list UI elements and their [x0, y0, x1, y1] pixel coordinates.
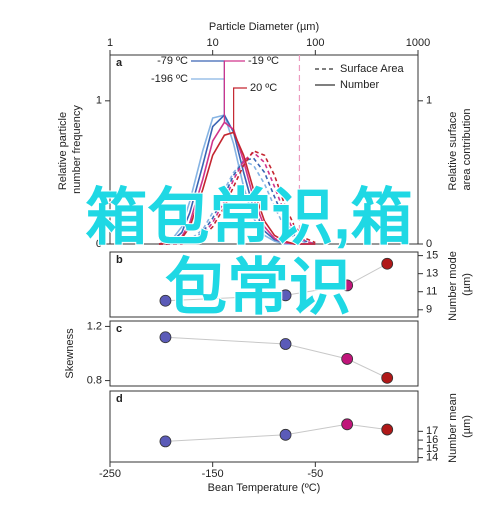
data-point — [341, 353, 354, 365]
panel-frame — [109, 54, 419, 245]
panel-frame — [109, 390, 419, 463]
trend-line — [165, 263, 388, 302]
y2-tick-label: 13 — [426, 268, 438, 280]
watermark: 包常识 — [165, 253, 351, 322]
panel-frame — [109, 251, 419, 318]
series-label: -196 ºC — [151, 73, 188, 85]
leader-line — [233, 87, 247, 133]
y-axis-title: Skewness — [64, 328, 76, 379]
data-point — [341, 279, 354, 292]
data-point — [381, 257, 394, 270]
surface-line — [159, 157, 316, 245]
trend-line — [165, 423, 388, 442]
y2-tick-label: 0 — [426, 238, 432, 250]
y2-axis-title: Number mode (µm) — [447, 248, 473, 321]
y-tick-label: 1.2 — [87, 320, 102, 332]
y2-tick-label: 15 — [426, 443, 438, 455]
data-point — [279, 428, 292, 441]
y-tick-label: 1 — [96, 95, 102, 107]
panel-letter: b — [116, 254, 123, 266]
x-tick-label: 100 — [306, 37, 324, 49]
data-point — [159, 331, 172, 344]
number-line — [158, 131, 316, 245]
surface-line — [159, 151, 316, 245]
y2-tick-label: 9 — [426, 304, 432, 316]
series-label: -19 ºC — [248, 55, 279, 67]
panel-letter: d — [116, 393, 123, 405]
trend-line — [165, 336, 388, 379]
x-tick-label: 1000 — [406, 37, 430, 49]
y2-tick-label: 16 — [426, 434, 438, 446]
y2-tick-label: 1 — [426, 95, 432, 107]
y-tick-label: 0 — [96, 238, 102, 250]
x-axis-title: Particle Diameter (µm) — [209, 21, 319, 33]
series-label: 20 ºC — [250, 82, 277, 94]
y2-axis-title: Number mean (µm) — [447, 390, 473, 463]
legend-label: Surface Area — [340, 63, 404, 75]
y2-tick-label: 15 — [426, 250, 438, 262]
y2-tick-label: 11 — [426, 286, 437, 298]
panel-frame — [109, 320, 419, 387]
watermark: 箱包常识,箱 — [85, 183, 412, 252]
y-axis-title: Relative particle number frequency — [57, 105, 83, 194]
data-point — [279, 338, 292, 350]
panel-letter: c — [116, 323, 122, 335]
data-point — [341, 418, 354, 431]
x-tick-label: 1 — [107, 37, 113, 49]
series-label: -79 ºC — [157, 55, 188, 67]
panel-letter: a — [116, 57, 123, 69]
y2-tick-label: 14 — [426, 452, 438, 464]
y2-tick-label: 17 — [426, 425, 438, 437]
data-point — [159, 294, 172, 307]
data-point — [381, 423, 394, 436]
data-point — [279, 289, 292, 302]
legend-label: Number — [340, 79, 379, 91]
x-tick-label: 10 — [207, 37, 219, 49]
x-axis-title: Bean Temperature (ºC) — [208, 482, 321, 494]
x-tick-label: -250 — [99, 468, 121, 480]
x-tick-label: -150 — [202, 468, 224, 480]
y2-axis-title: Relative surface area contribution — [447, 109, 473, 191]
y-tick-label: 0.8 — [87, 374, 102, 386]
data-point — [159, 435, 172, 448]
leader-line — [223, 60, 245, 123]
data-point — [381, 371, 394, 384]
x-tick-label: -50 — [307, 468, 323, 480]
